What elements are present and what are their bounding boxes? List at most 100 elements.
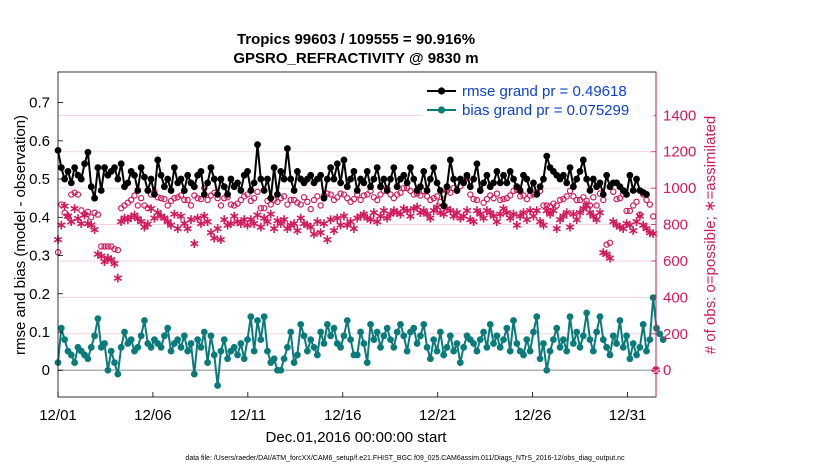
obs-assimilated-point: ∗: [567, 207, 579, 223]
obs-assimilated-point: ∗: [408, 201, 420, 217]
obs-possible-point: [543, 202, 550, 209]
rmse-point: [563, 179, 571, 187]
obs-assimilated-point: ∗: [641, 221, 653, 237]
bias-point: [147, 343, 155, 351]
bias-point: [94, 315, 102, 323]
bias-point: [440, 351, 448, 359]
obs-possible-point: [204, 196, 211, 204]
rmse-point: [470, 175, 478, 183]
rmse-point: [134, 187, 142, 194]
bias-point: [443, 343, 451, 351]
rmse-point: [204, 179, 212, 187]
bias-point: [623, 332, 630, 340]
rmse-point: [57, 164, 65, 171]
rmse-point: [177, 175, 185, 183]
rmse-point: [327, 164, 335, 171]
obs-assimilated-point: ∗: [434, 205, 446, 221]
rmse-point: [101, 164, 108, 171]
bias-point: [490, 340, 497, 347]
rmse-point: [377, 183, 384, 191]
bias-point: [327, 332, 335, 340]
y-tick-label: 0.2: [29, 286, 50, 303]
rmse-point: [137, 164, 145, 171]
rmse-point: [573, 175, 581, 183]
obs-assimilated-point: ∗: [55, 218, 67, 234]
obs-assimilated-point: ∗: [471, 203, 483, 219]
rmse-point: [643, 190, 650, 198]
rmse-point: [141, 173, 148, 181]
obs-assimilated-point: ∗: [188, 236, 200, 252]
bias-point: [260, 313, 268, 321]
obs-assimilated-point: ∗: [614, 219, 626, 235]
rmse-point: [160, 183, 168, 191]
bias-point: [496, 343, 504, 351]
bias-point: [417, 332, 424, 340]
obs-possible-point: [240, 193, 248, 200]
bias-point: [543, 366, 551, 374]
y2-tick-label: 600: [663, 253, 688, 270]
bias-point: [513, 340, 521, 347]
obs-assimilated-point: ∗: [195, 216, 207, 232]
obs-assimilated-point: ∗: [481, 203, 493, 219]
obs-possible-point: [603, 241, 610, 248]
rmse-point: [260, 187, 268, 194]
obs-possible-point: [390, 194, 398, 202]
bias-point: [277, 366, 285, 374]
bias-point: [426, 355, 434, 363]
obs-assimilated-point: ∗: [331, 210, 343, 226]
rmse-point: [543, 152, 551, 160]
bias-point: [264, 347, 271, 355]
bias-point: [596, 313, 604, 321]
rmse-point: [460, 179, 468, 187]
rmse-point: [433, 179, 441, 187]
legend-bias-marker: [437, 106, 446, 114]
obs-possible-point: [337, 190, 344, 197]
bias-point: [573, 328, 581, 336]
rmse-point: [77, 175, 85, 183]
rmse-point: [81, 160, 88, 168]
bias-point: [160, 332, 168, 340]
bias-point: [586, 336, 594, 344]
y2-tick-label: 1000: [663, 180, 696, 197]
rmse-point: [124, 179, 132, 187]
bias-point: [134, 343, 142, 351]
obs-possible-point: [553, 202, 560, 209]
rmse-point: [490, 179, 497, 187]
rmse-point: [247, 187, 255, 194]
rmse-point: [293, 168, 301, 175]
obs-possible-point: [344, 194, 351, 202]
obs-assimilated-point: ∗: [102, 250, 114, 266]
rmse-point: [523, 175, 531, 183]
bias-point: [367, 320, 374, 328]
rmse-point: [254, 141, 261, 149]
y2-tick-label: 1200: [663, 144, 696, 161]
bias-point: [187, 340, 195, 347]
bias-point: [599, 336, 607, 344]
obs-assimilated-point: ∗: [222, 218, 234, 234]
obs-possible-point: [88, 214, 95, 221]
rmse-point: [220, 183, 228, 191]
bias-point: [393, 328, 401, 336]
bias-point: [436, 328, 444, 336]
bias-point: [230, 343, 238, 351]
obs-assimilated-point: ∗: [345, 214, 357, 230]
rmse-point: [473, 160, 481, 168]
bias-point: [473, 347, 481, 355]
rmse-point: [583, 175, 591, 183]
obs-assimilated-point: ∗: [581, 198, 593, 214]
bias-point: [639, 320, 647, 328]
bias-point: [340, 332, 348, 340]
obs-assimilated-point: ∗: [115, 214, 127, 230]
rmse-point: [633, 175, 640, 183]
obs-possible-point: [327, 191, 334, 198]
obs-assimilated-point: ∗: [601, 247, 613, 263]
obs-possible-point: [583, 197, 590, 205]
obs-assimilated-point: ∗: [438, 207, 450, 223]
x-tick-label: 12/21: [419, 407, 457, 424]
rmse-point: [350, 168, 358, 175]
obs-assimilated-point: ∗: [135, 214, 147, 230]
obs-assimilated-point: ∗: [172, 221, 184, 237]
obs-assimilated-point: ∗: [461, 203, 473, 219]
x-axis-label: Dec.01,2016 00:00:00 start: [266, 429, 448, 446]
obs-assimilated-point: ∗: [202, 214, 214, 230]
